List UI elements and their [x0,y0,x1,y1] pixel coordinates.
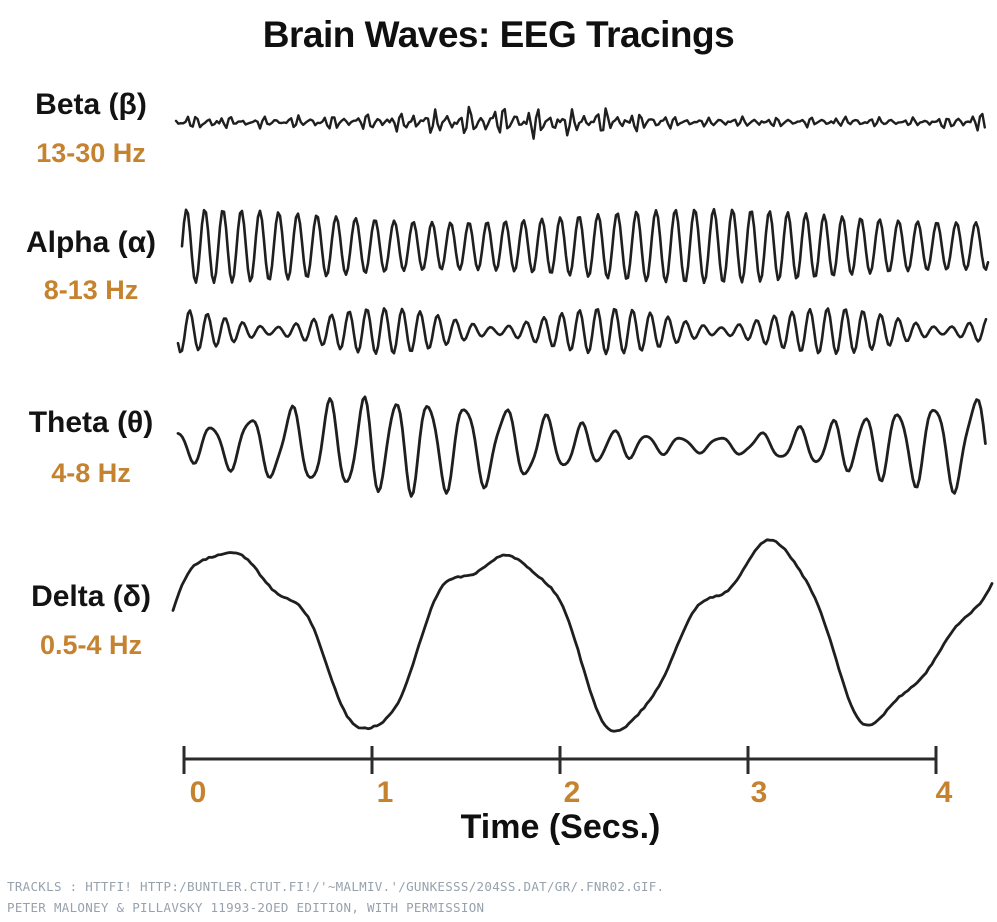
alpha-spindle-trace [176,307,988,356]
axis-tick-label-4: 4 [935,776,953,809]
alpha-label: Alpha (α) [25,226,157,259]
axis-tick-label-1: 1 [376,776,394,809]
citation-line-1: TRACKLS : HTTFI! HTTP:/BUNTLER.CTUT.FI!/… [7,879,665,894]
beta-label: Beta (β) [35,88,147,121]
theta-wave-trace [176,395,987,498]
axis-tick-label-2: 2 [563,776,581,809]
theta-freq-label: 4-8 Hz [51,458,131,488]
axis-tick-label-3: 3 [750,776,768,809]
citation-line-2: PETER MALONEY & PILLAVSKY 11993-2OED EDI… [7,900,485,915]
page-title: Brain Waves: EEG Tracings [262,14,735,55]
delta-wave-trace [171,538,994,733]
beta-freq-label: 13-30 Hz [36,138,146,168]
beta-wave-trace [174,105,986,140]
theta-label: Theta (θ) [28,406,154,439]
axis-tick-label-0: 0 [189,776,207,809]
time-axis [182,746,938,774]
delta-label: Delta (δ) [31,580,151,613]
delta-freq-label: 0.5-4 Hz [39,630,143,660]
alpha-wave-trace [180,207,990,285]
alpha-freq-label: 8-13 Hz [43,275,139,305]
time-axis-label: Time (Secs.) [460,808,661,846]
